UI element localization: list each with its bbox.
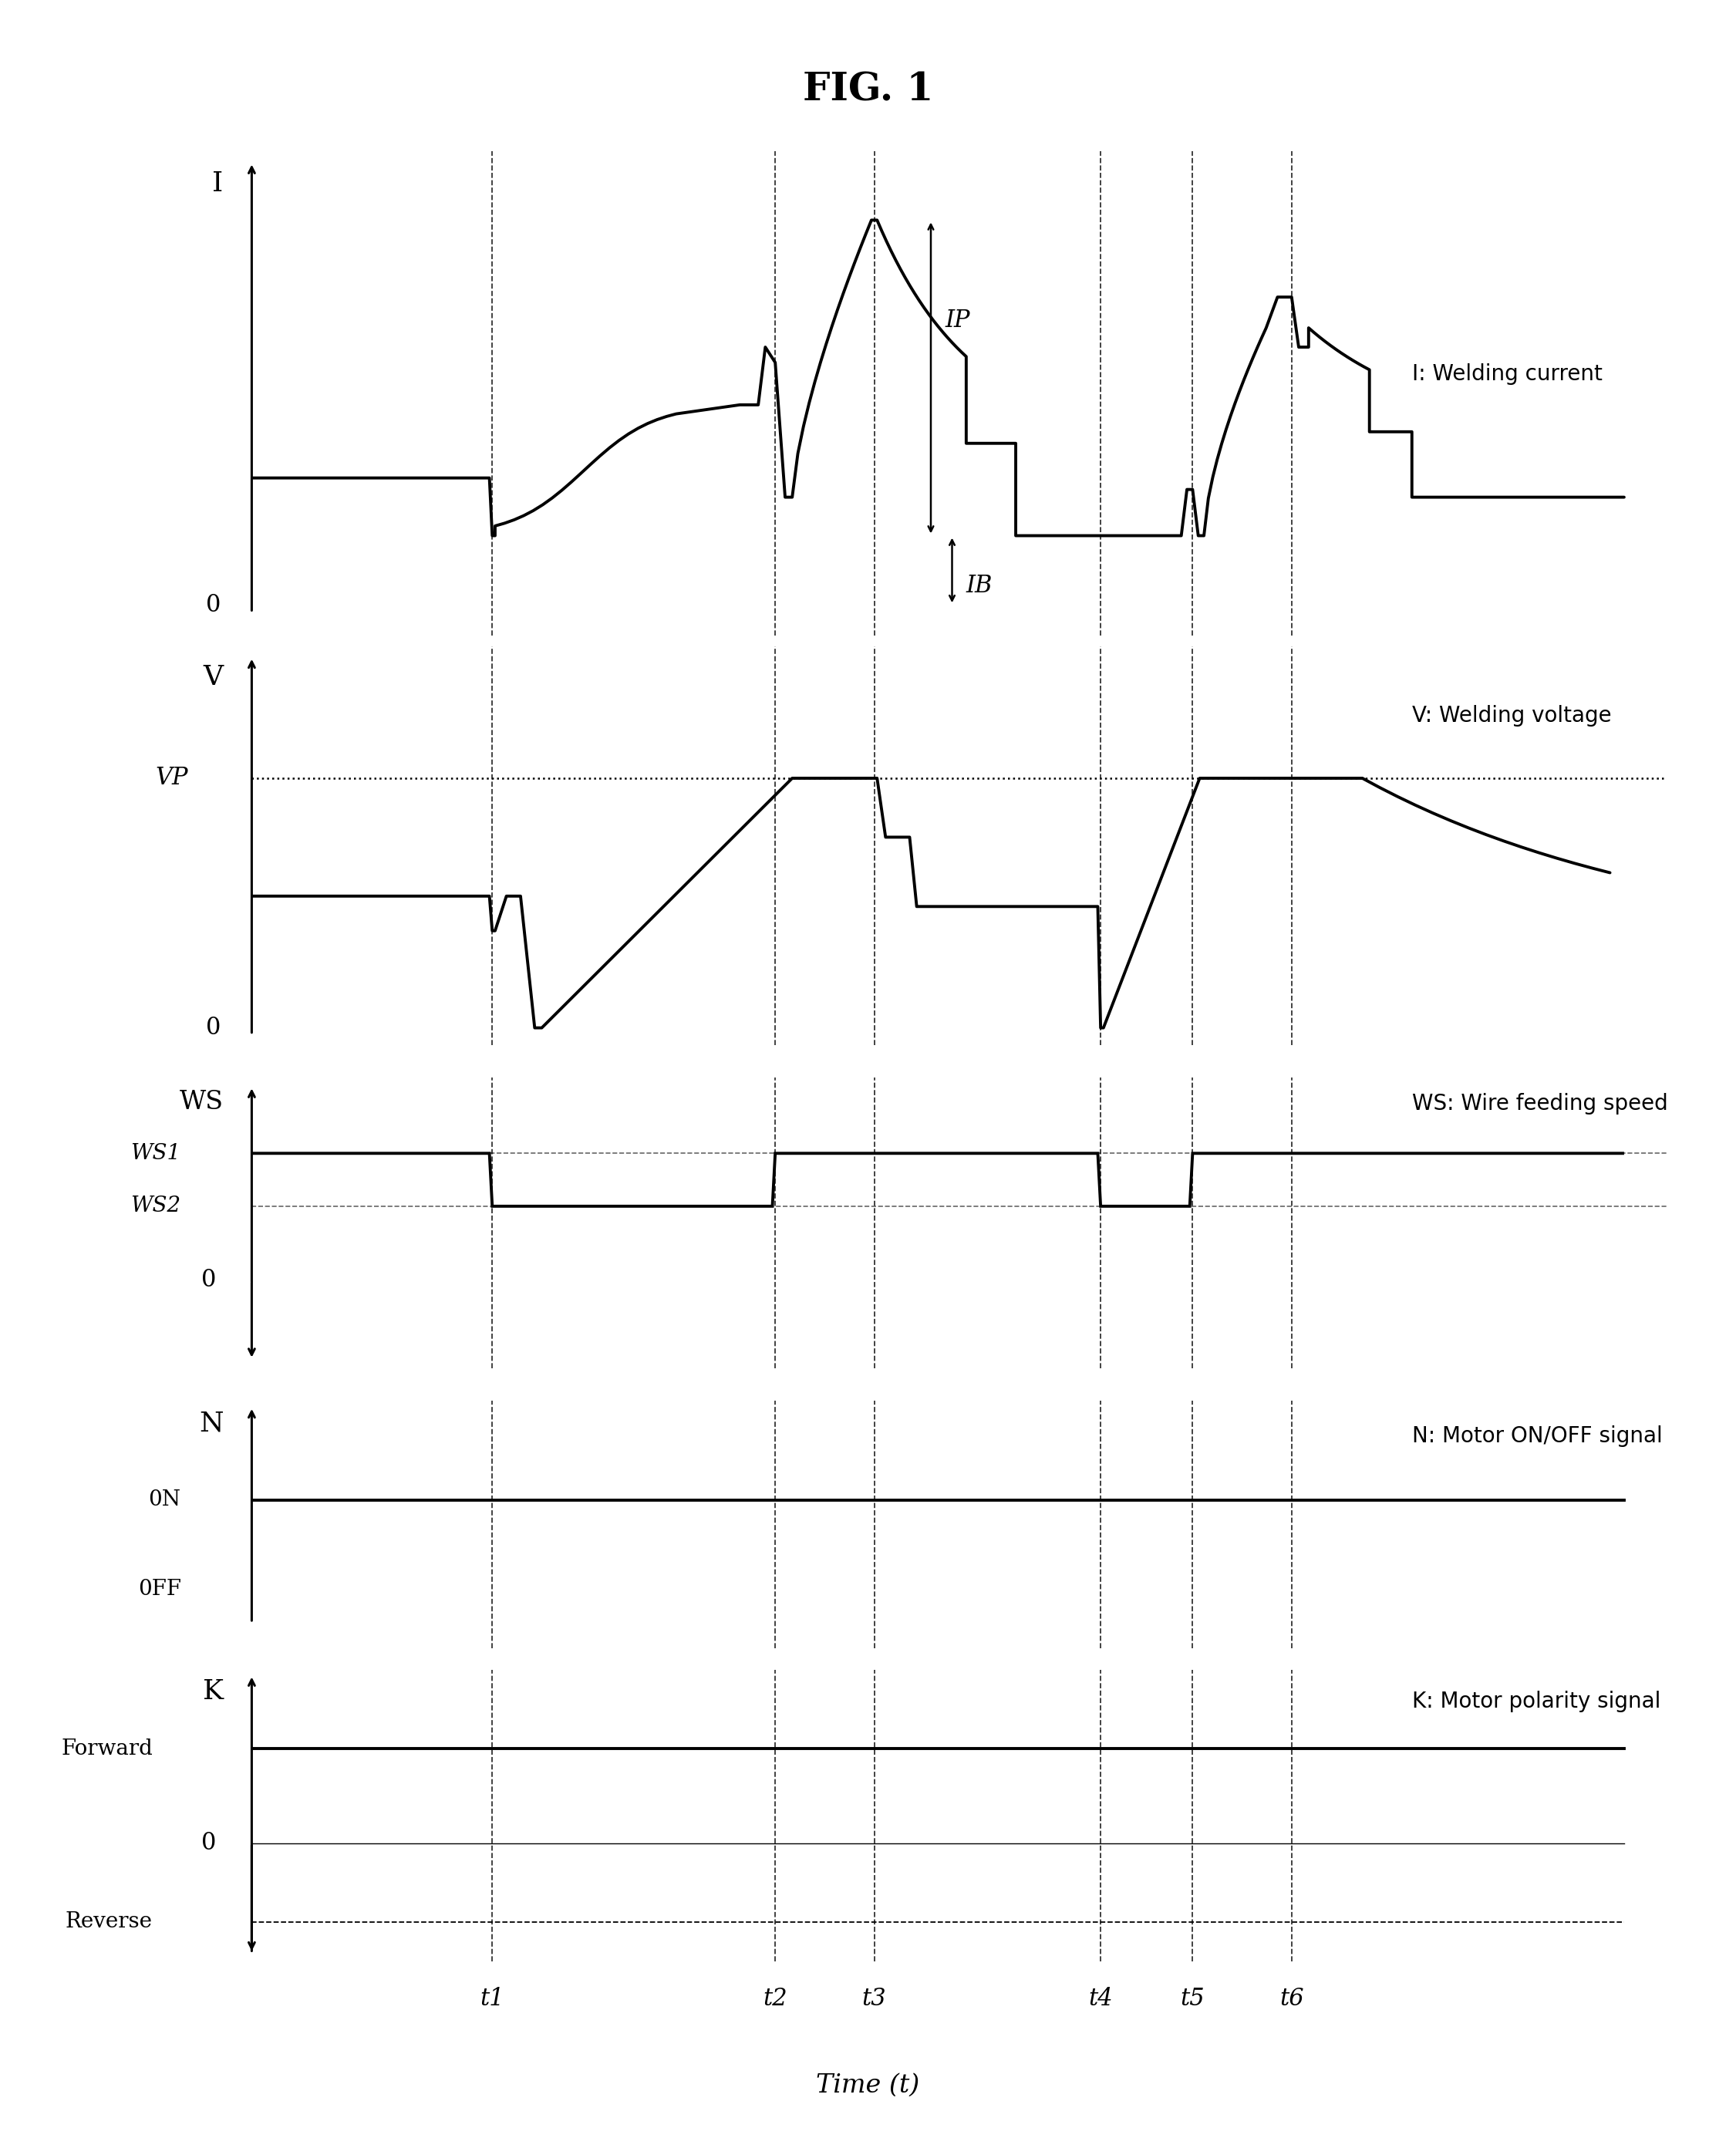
Text: 0N: 0N	[149, 1489, 181, 1511]
Text: V: V	[203, 664, 224, 690]
Text: t1: t1	[481, 1987, 505, 2011]
Text: IB: IB	[967, 573, 993, 597]
Text: 0FF: 0FF	[137, 1580, 181, 1599]
Text: I: I	[212, 170, 224, 196]
Text: t4: t4	[1088, 1987, 1113, 2011]
Text: I: Welding current: I: Welding current	[1411, 364, 1602, 386]
Text: t6: t6	[1279, 1987, 1304, 2011]
Text: Time (t): Time (t)	[816, 2073, 920, 2097]
Text: t5: t5	[1180, 1987, 1205, 2011]
Text: V: Welding voltage: V: Welding voltage	[1411, 705, 1611, 726]
Text: WS2: WS2	[130, 1196, 181, 1218]
Text: K: Motor polarity signal: K: Motor polarity signal	[1411, 1692, 1661, 1713]
Text: 0: 0	[201, 1269, 217, 1293]
Text: IP: IP	[944, 308, 970, 332]
Text: VP: VP	[155, 767, 187, 791]
Text: t2: t2	[764, 1987, 788, 2011]
Text: FIG. 1: FIG. 1	[802, 71, 934, 110]
Text: WS: WS	[179, 1090, 224, 1114]
Text: t3: t3	[863, 1987, 887, 2011]
Text: WS1: WS1	[130, 1142, 181, 1164]
Text: WS: Wire feeding speed: WS: Wire feeding speed	[1411, 1093, 1668, 1114]
Text: Reverse: Reverse	[66, 1911, 153, 1933]
Text: 0: 0	[205, 1015, 220, 1041]
Text: N: N	[200, 1412, 224, 1437]
Text: Forward: Forward	[61, 1739, 153, 1758]
Text: K: K	[203, 1679, 224, 1705]
Text: N: Motor ON/OFF signal: N: Motor ON/OFF signal	[1411, 1427, 1663, 1448]
Text: 0: 0	[205, 593, 220, 616]
Text: 0: 0	[201, 1832, 217, 1855]
